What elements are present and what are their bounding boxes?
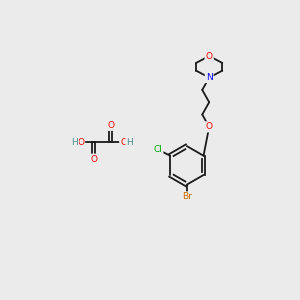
Text: Cl: Cl: [153, 145, 162, 154]
Text: H: H: [71, 138, 78, 147]
Text: O: O: [90, 155, 97, 164]
Text: O: O: [120, 138, 127, 147]
Text: N: N: [206, 73, 213, 82]
Text: O: O: [107, 121, 114, 130]
Text: O: O: [206, 52, 213, 61]
Text: H: H: [127, 138, 133, 147]
Text: Br: Br: [182, 192, 192, 201]
Text: O: O: [77, 138, 84, 147]
Text: O: O: [206, 122, 213, 131]
